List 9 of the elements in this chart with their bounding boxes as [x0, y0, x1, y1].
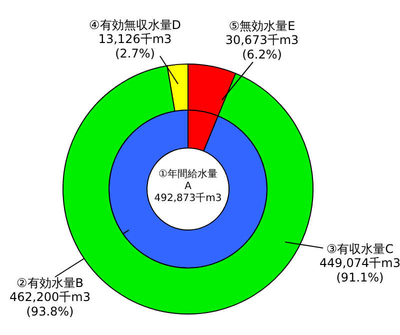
slice-label: ②有効水量B — [16, 276, 84, 290]
data-label: 13,126千m3 (2.7%) — [98, 32, 172, 61]
data-label: 30,673千m3 (6.2%) — [225, 33, 299, 62]
slice-label: ③有収水量C — [326, 242, 394, 256]
data-label: 449,074千m3 (91.1%) — [320, 256, 400, 285]
slice-label: ④有効無収水量D — [89, 18, 181, 32]
text: ①年間給水量 A 492,873千m3 — [154, 168, 222, 204]
slice-label: ⑤無効水量E — [228, 18, 296, 33]
data-label: 462,200千m3 (93.8%) — [10, 290, 90, 319]
